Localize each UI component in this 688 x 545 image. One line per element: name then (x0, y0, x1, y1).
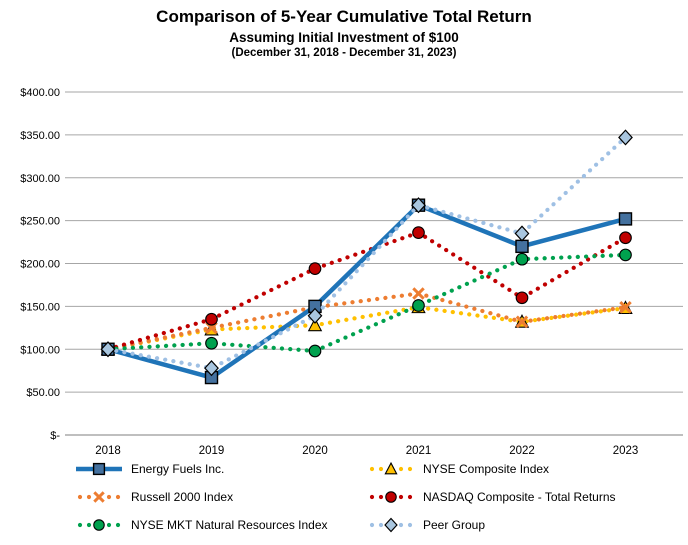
x-axis-tick-label: 2022 (509, 445, 535, 457)
y-axis-tick-label: $250.00 (20, 216, 60, 228)
y-axis-tick-label: $50.00 (26, 387, 60, 399)
legend-dot (398, 466, 404, 472)
x-axis-tick-label: 2020 (302, 445, 328, 457)
marker-nyse-mkt-2023 (619, 248, 632, 262)
series-line-peer-group (105, 135, 628, 371)
legend-dot (378, 522, 384, 528)
legend-dot (115, 494, 121, 500)
marker-nasdaq-composite-legend (385, 491, 397, 503)
legend-dot (369, 522, 375, 528)
marker-nasdaq-composite-2023 (619, 231, 632, 245)
legend-dot (369, 466, 375, 472)
marker-nyse-mkt-2019 (205, 336, 218, 350)
legend-dot (407, 494, 413, 500)
legend-swatch-energy-fuels (76, 462, 122, 476)
marker-peer-group-2018 (100, 341, 116, 358)
legend-label-russell-2000: Russell 2000 Index (131, 490, 234, 504)
x-axis-tick-label: 2021 (406, 445, 432, 457)
legend-dot (77, 522, 83, 528)
marker-russell-2000-2023 (619, 300, 632, 314)
legend-item-nyse-composite: NYSE Composite Index (368, 461, 616, 477)
marker-nyse-composite-2020 (307, 317, 323, 332)
legend-dot (77, 494, 83, 500)
chart-title: Comparison of 5-Year Cumulative Total Re… (156, 7, 532, 26)
legend-dot (115, 522, 121, 528)
chart-canvas: $- $50.00 $100.00 $150.00 $200.00 $250.00 $300… (20, 87, 683, 457)
legend-dot (86, 522, 92, 528)
y-axis-tick-label: $150.00 (20, 301, 60, 313)
marker-russell-2000-legend (93, 491, 105, 503)
legend-label-nyse-composite: NYSE Composite Index (423, 462, 550, 476)
marker-russell-2000-2022 (515, 315, 529, 329)
marker-russell-2000-2021 (412, 287, 425, 300)
x-axis-tick-label: 2023 (613, 445, 639, 457)
legend-swatch-nasdaq-composite (369, 491, 413, 503)
legend-dot (398, 494, 404, 500)
marker-nyse-mkt-2021 (412, 299, 425, 312)
marker-peer-group-2021 (411, 197, 426, 214)
legend-dot (378, 494, 384, 500)
marker-peer-group-2019 (204, 360, 219, 377)
marker-nasdaq-composite-2022 (515, 291, 529, 305)
y-axis-tick-label: $350.00 (20, 130, 60, 142)
y-axis-tick-label: $200.00 (20, 259, 60, 271)
legend-swatch-nyse-composite (369, 461, 413, 475)
marker-peer-group-2020 (307, 307, 323, 324)
legend-swatch-nyse-mkt (77, 519, 121, 531)
marker-energy-fuels-legend (92, 462, 106, 476)
x-axis-tick-label: 2019 (199, 445, 225, 457)
y-axis-tick-label: $300.00 (20, 173, 60, 185)
series-line-nasdaq-composite (105, 230, 628, 352)
legend-dot (398, 522, 404, 528)
marker-nyse-composite-legend (384, 461, 398, 475)
x-axis-tick-label: 2018 (95, 445, 121, 457)
marker-peer-group-legend (384, 517, 398, 533)
legend-dot (407, 522, 413, 528)
series-line-energy-fuels (107, 202, 627, 380)
legend-item-peer-group: Peer Group (368, 517, 616, 533)
marker-nyse-mkt-2022 (515, 252, 529, 266)
series-line-russell-2000 (105, 291, 628, 352)
legend-item-nasdaq-composite: NASDAQ Composite - Total Returns (368, 489, 616, 505)
y-axis-tick-label: $100.00 (20, 344, 60, 356)
legend-dot (369, 494, 375, 500)
legend-dot (106, 522, 112, 528)
legend-label-peer-group: Peer Group (423, 518, 486, 532)
chart-subtitle: Assuming Initial Investment of $100 (229, 30, 459, 46)
legend-dot (86, 494, 92, 500)
legend-label-nasdaq-composite: NASDAQ Composite - Total Returns (423, 490, 616, 504)
legend-item-russell-2000: Russell 2000 Index (76, 489, 368, 505)
marker-nasdaq-composite-2021 (412, 226, 425, 239)
chart-title-block: Comparison of 5-Year Cumulative Total Re… (0, 6, 688, 59)
marker-peer-group-2023 (618, 129, 633, 146)
chart-legend: Energy Fuels Inc. Russell 2000 Index NYSE … (76, 455, 616, 539)
legend-item-nyse-mkt: NYSE MKT Natural Resources Index (76, 517, 368, 533)
chart-date-range: (December 31, 2018 - December 31, 2023) (231, 47, 457, 60)
series-line-nyse-mkt (105, 252, 628, 354)
legend-dot (106, 494, 112, 500)
legend-dot (407, 466, 413, 472)
legend-label-energy-fuels: Energy Fuels Inc. (131, 462, 225, 476)
marker-nasdaq-composite-2019 (205, 312, 218, 326)
y-axis-tick-label: $- (50, 430, 60, 442)
legend-swatch-russell-2000 (77, 491, 121, 503)
marker-peer-group-2022 (514, 225, 530, 242)
legend-swatch-peer-group (369, 517, 413, 533)
marker-nasdaq-composite-2020 (308, 262, 322, 275)
marker-energy-fuels-2023 (618, 212, 633, 226)
marker-nyse-mkt-2020 (308, 344, 322, 358)
legend-label-nyse-mkt: NYSE MKT Natural Resources Index (131, 518, 328, 532)
y-axis-tick-label: $400.00 (20, 87, 60, 99)
legend-item-energy-fuels: Energy Fuels Inc. (76, 461, 368, 477)
legend-dot (378, 466, 384, 472)
marker-nyse-mkt-legend (93, 519, 105, 531)
marker-energy-fuels-2022 (515, 239, 529, 254)
